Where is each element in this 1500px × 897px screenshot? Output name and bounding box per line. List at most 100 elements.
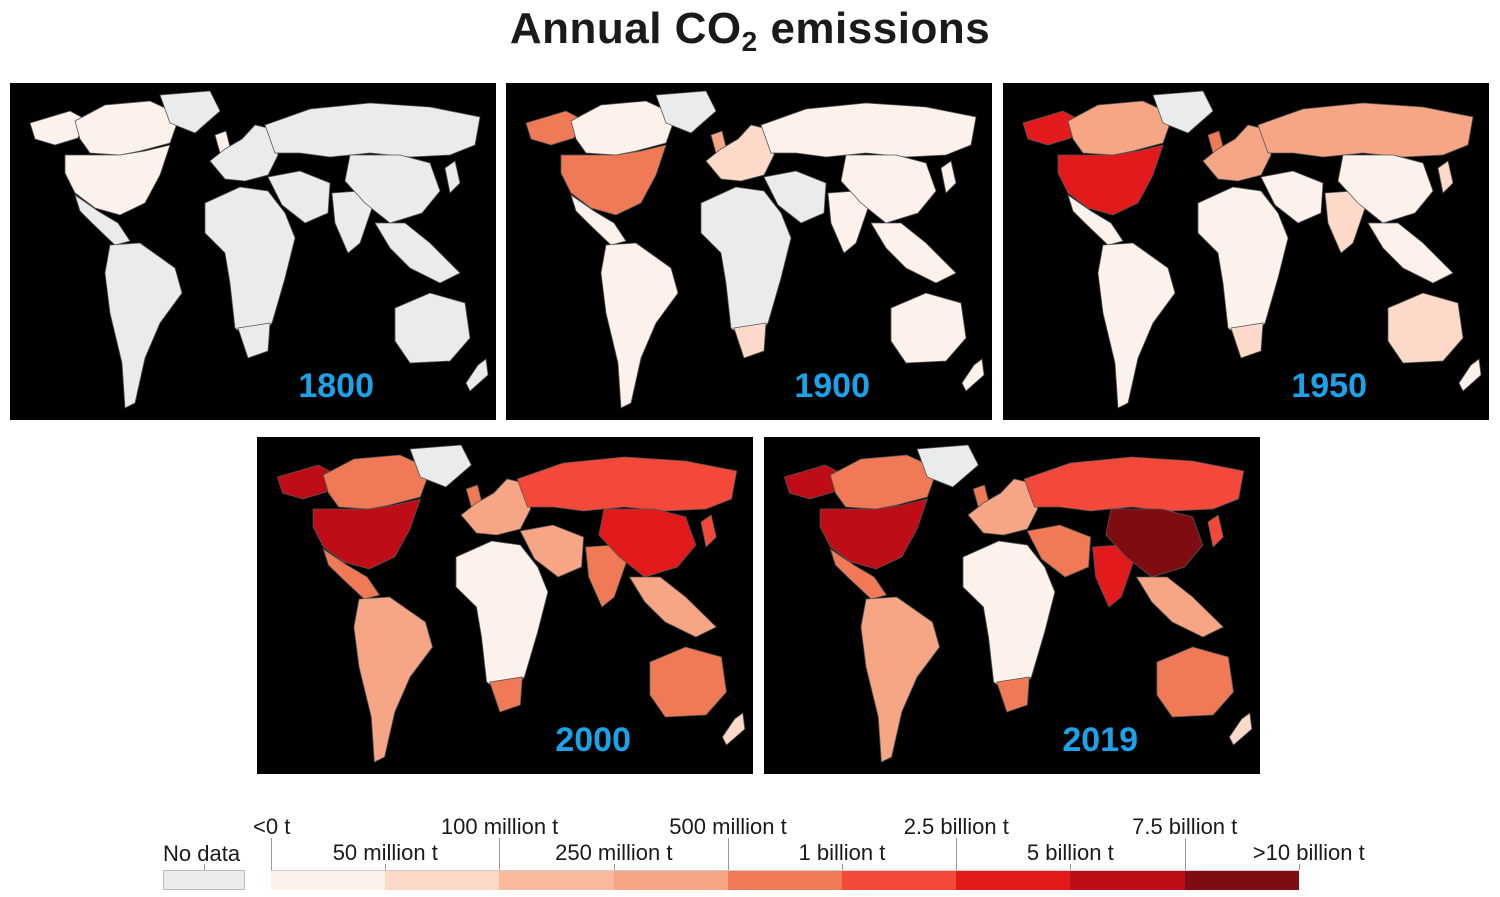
country-region-australia <box>1387 292 1464 364</box>
country-region-southAfrica <box>237 322 271 359</box>
country-region-seAsia <box>374 222 461 284</box>
country-region-canada <box>322 454 432 510</box>
no-data-label: No data <box>163 841 241 866</box>
legend-label-top: 2.5 billion t <box>903 814 1009 839</box>
country-region-northAmerica <box>64 144 171 216</box>
country-region-southAmerica <box>600 242 679 409</box>
map-panel-2000: 2000 <box>257 437 753 774</box>
world-map <box>525 90 985 409</box>
country-region-northAmerica <box>819 498 928 570</box>
legend-label-top: 100 million t <box>440 814 559 839</box>
year-label: 2019 <box>1062 721 1138 759</box>
country-region-southAmerica <box>104 242 183 409</box>
legend-tick <box>499 838 501 870</box>
country-region-australia <box>1156 646 1234 718</box>
country-region-nz <box>465 358 489 392</box>
country-region-japan <box>1207 514 1224 548</box>
country-region-china <box>840 154 937 224</box>
country-region-southAmerica <box>1097 242 1176 409</box>
legend-label-top: 7.5 billion t <box>1132 814 1238 839</box>
country-region-alaska <box>783 464 842 500</box>
country-region-alaska <box>29 110 86 146</box>
country-region-latinAmerica <box>322 548 381 600</box>
country-region-australia <box>394 292 471 364</box>
legend-label-bottom: >10 billion t <box>1252 840 1365 865</box>
country-region-alaska <box>276 464 335 500</box>
country-region-northAmerica <box>560 144 667 216</box>
country-region-nz <box>961 358 985 392</box>
legend-label-bottom: 250 million t <box>555 840 673 865</box>
country-region-russia <box>264 102 481 158</box>
country-region-japan <box>1437 160 1454 194</box>
country-region-greenland <box>159 90 221 134</box>
legend-label-top: <0 t <box>253 814 291 839</box>
map-panel-2019: 2019 <box>764 437 1260 774</box>
no-data-swatch <box>163 870 245 890</box>
legend-tick <box>727 838 729 870</box>
country-region-canada <box>74 100 181 156</box>
legend-tick <box>271 838 272 870</box>
country-region-africa <box>1197 186 1289 344</box>
legend-bin-swatch <box>385 870 500 890</box>
country-region-africa <box>962 540 1056 698</box>
country-region-nz <box>1228 712 1253 746</box>
country-region-china <box>1337 154 1434 224</box>
country-region-seAsia <box>628 576 717 638</box>
country-region-greenland <box>655 90 717 134</box>
country-region-canada <box>570 100 677 156</box>
country-region-china <box>598 508 697 578</box>
legend-tick <box>956 838 958 870</box>
country-region-northAmerica <box>312 498 421 570</box>
country-region-latinAmerica <box>570 194 627 246</box>
legend-bin-swatch <box>727 870 842 890</box>
country-region-seAsia <box>1135 576 1224 638</box>
legend-tick <box>613 864 615 870</box>
legend-tick <box>1184 838 1186 870</box>
country-region-southAfrica <box>1230 322 1264 359</box>
legend-bin-swatch <box>271 870 386 890</box>
country-region-middleEast <box>1026 524 1092 578</box>
country-region-southAfrica <box>489 676 523 713</box>
country-region-middleEast <box>519 524 585 578</box>
country-region-seAsia <box>1367 222 1454 284</box>
country-region-japan <box>444 160 461 194</box>
world-map <box>1022 90 1482 409</box>
world-map <box>29 90 489 409</box>
country-region-southAmerica <box>860 596 940 763</box>
country-region-japan <box>700 514 717 548</box>
country-region-latinAmerica <box>74 194 131 246</box>
country-region-australia <box>649 646 727 718</box>
year-label: 1800 <box>298 367 374 405</box>
country-region-northAmerica <box>1057 144 1164 216</box>
legend-label-bottom: 5 billion t <box>1026 840 1114 865</box>
country-region-nz <box>1458 358 1482 392</box>
map-panel-1900: 1900 <box>506 83 992 420</box>
country-region-canada <box>1067 100 1174 156</box>
legend-bin-swatch <box>1184 870 1299 890</box>
country-region-middleEast <box>267 170 331 224</box>
country-region-china <box>344 154 441 224</box>
country-region-latinAmerica <box>829 548 888 600</box>
country-region-japan <box>940 160 957 194</box>
legend-tick <box>842 864 843 870</box>
no-data-tick <box>204 864 205 870</box>
legend-bin-swatch <box>842 870 957 890</box>
country-region-russia <box>760 102 977 158</box>
country-region-russia <box>1023 456 1245 512</box>
country-region-southAmerica <box>353 596 433 763</box>
legend-label-bottom: 1 billion t <box>798 840 886 865</box>
country-region-canada <box>829 454 939 510</box>
country-region-greenland <box>916 444 979 488</box>
map-panel-1800: 1800 <box>10 83 496 420</box>
country-region-greenland <box>1152 90 1214 134</box>
legend-tick <box>1298 864 1300 870</box>
country-region-alaska <box>1022 110 1079 146</box>
legend-label-bottom: 50 million t <box>332 840 438 865</box>
country-region-greenland <box>409 444 472 488</box>
legend-bin-swatch <box>613 870 728 890</box>
country-region-australia <box>890 292 967 364</box>
year-label: 1900 <box>794 367 870 405</box>
country-region-southAfrica <box>996 676 1030 713</box>
country-region-africa <box>455 540 549 698</box>
world-map <box>276 444 746 763</box>
